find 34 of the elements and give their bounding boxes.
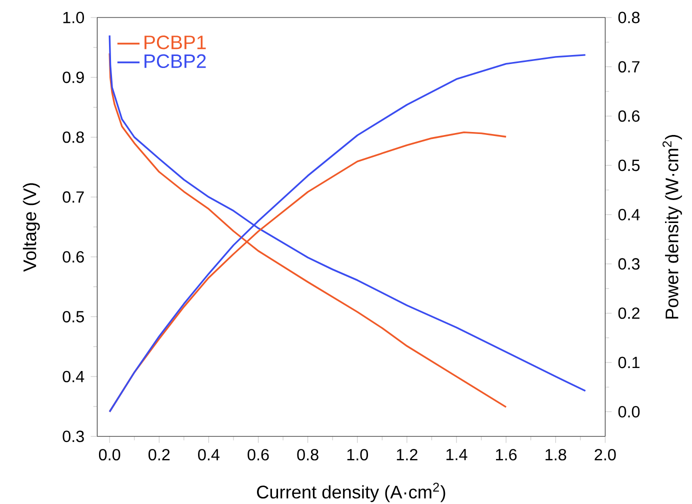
x-tick-label: 1.2 — [396, 448, 418, 460]
y2-axis-title: Power density (W·cm$^{2}$) — [662, 134, 682, 318]
x-tick-label: 1.8 — [546, 448, 566, 460]
y2-tick-label: 0.4 — [618, 208, 640, 220]
legend-label: PCBP2 — [144, 54, 206, 68]
y2-tick-label: 0.1 — [618, 356, 640, 368]
x-tick-label: 0.0 — [98, 448, 120, 460]
y-tick-label: 0.9 — [62, 71, 84, 83]
x-tick-label: 0.6 — [248, 448, 269, 460]
legend-label: PCBP1 — [144, 35, 206, 50]
y2-tick-label: 0.3 — [618, 258, 640, 270]
y2-tick-label: 0.8 — [618, 12, 640, 24]
x-tick-label: 0.2 — [148, 448, 170, 460]
x-tick-label: 1.6 — [496, 448, 517, 460]
y-tick-label: 0.8 — [62, 131, 84, 143]
x-tick-label: 1.4 — [446, 448, 468, 460]
x-tick-label: 1.0 — [347, 448, 368, 460]
y-tick-label: 1.0 — [63, 12, 84, 24]
y2-tick-label: 0.0 — [618, 406, 640, 418]
y2-tick-label: 0.7 — [618, 60, 640, 72]
y-tick-label: 0.4 — [62, 370, 84, 382]
y-tick-label: 0.3 — [62, 430, 84, 442]
line-series — [108, 52, 507, 408]
y2-tick-label: 0.5 — [618, 159, 640, 171]
y-tick-label: 0.6 — [62, 250, 84, 262]
y2-tick-label: 0.2 — [618, 307, 640, 319]
y-tick-label: 0.5 — [62, 310, 84, 322]
x-tick-label: 0.4 — [198, 448, 220, 460]
x-tick-label: 2.0 — [594, 448, 616, 460]
y-tick-label: 0.7 — [62, 191, 84, 203]
x-tick-label: 0.8 — [297, 448, 318, 460]
y2-tick-label: 0.6 — [618, 110, 640, 122]
y-axis-title: Voltage (V) — [22, 183, 40, 272]
x-axis-title: Current density (A·cm$^{2}$) — [257, 482, 446, 502]
